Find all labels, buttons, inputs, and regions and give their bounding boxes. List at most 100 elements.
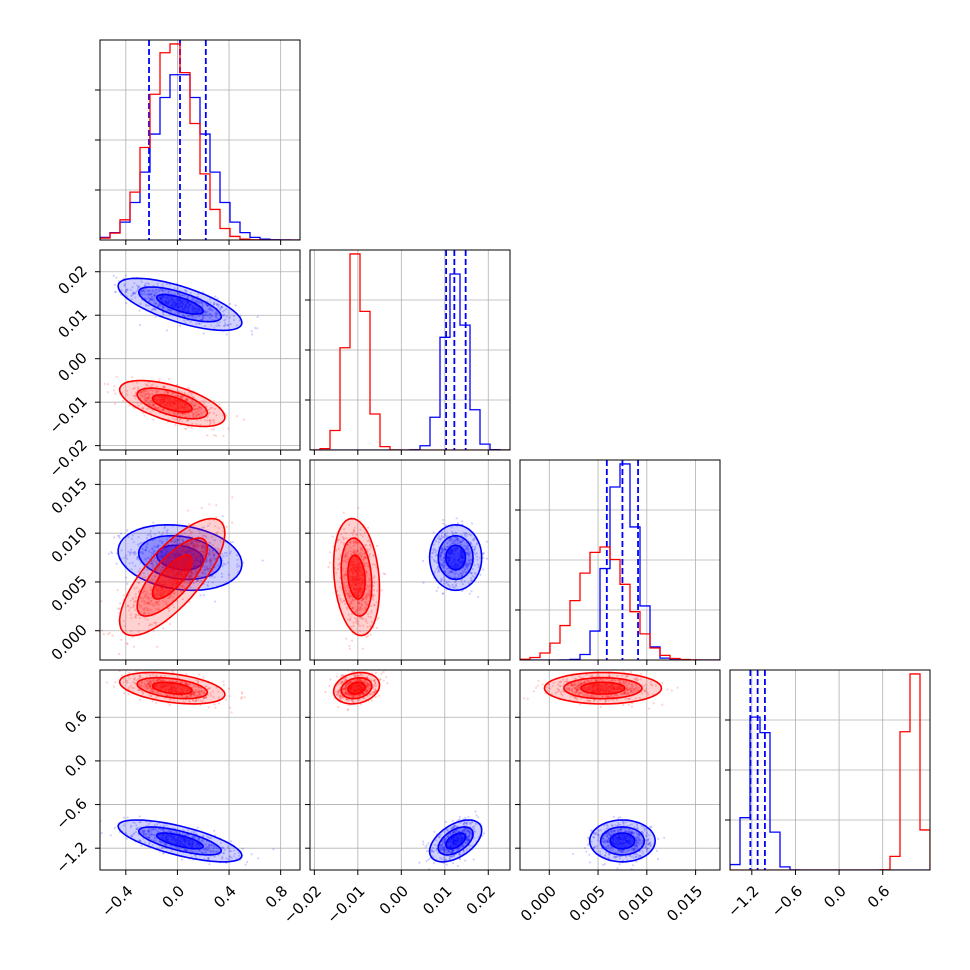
tick-label-x: 0.02	[463, 882, 499, 918]
scatter-point	[131, 286, 134, 289]
scatter-point	[449, 570, 452, 574]
scatter-point	[186, 397, 189, 400]
scatter-point	[460, 580, 463, 583]
scatter-point	[443, 553, 446, 556]
scatter-point	[610, 830, 613, 833]
scatter-point	[646, 847, 649, 851]
scatter-point	[451, 831, 455, 834]
scatter-point	[219, 307, 222, 310]
scatter-point	[128, 553, 132, 556]
scatter-point	[467, 836, 471, 839]
scatter-point	[608, 832, 611, 835]
scatter-point	[462, 844, 465, 847]
scatter-point	[173, 413, 176, 416]
scatter-point	[189, 574, 192, 577]
scatter-point	[172, 411, 175, 414]
scatter-point	[465, 535, 468, 538]
scatter-point	[437, 570, 440, 573]
scatter-point	[128, 404, 131, 407]
histogram-series-0	[310, 273, 510, 450]
scatter-point	[449, 538, 453, 541]
scatter-point	[146, 402, 150, 405]
scatter-point	[444, 524, 447, 527]
scatter-point	[203, 400, 206, 403]
scatter-point	[454, 576, 457, 579]
scatter-point	[437, 566, 440, 569]
scatter-point	[195, 322, 198, 325]
scatter-point	[464, 841, 467, 844]
scatter-point	[115, 562, 118, 565]
scatter-point	[126, 393, 129, 396]
scatter-point	[230, 857, 233, 860]
scatter-point	[633, 825, 636, 829]
scatter-point	[444, 571, 447, 574]
scatter-point	[207, 581, 210, 584]
scatter-point	[583, 846, 586, 850]
scatter-point	[186, 542, 189, 545]
scatter-point	[150, 384, 153, 387]
scatter-point	[449, 833, 452, 836]
scatter-point	[188, 387, 191, 390]
scatter-point	[442, 858, 445, 861]
scatter-point	[192, 850, 195, 854]
scatter-point	[191, 836, 195, 839]
scatter-point	[146, 384, 149, 387]
scatter-point	[171, 392, 174, 395]
scatter-point	[227, 845, 230, 848]
scatter-point	[203, 309, 206, 312]
scatter-point	[430, 849, 433, 852]
scatter-point	[151, 844, 154, 847]
scatter-point	[185, 427, 188, 430]
scatter-point	[192, 543, 195, 546]
scatter-point	[159, 825, 162, 828]
scatter-point	[133, 587, 136, 590]
scatter-point	[197, 408, 200, 411]
scatter-point	[637, 838, 640, 842]
scatter-point	[465, 565, 468, 568]
scatter-point	[211, 550, 215, 553]
scatter-point	[147, 608, 150, 612]
scatter-point	[114, 290, 117, 294]
scatter-point	[475, 552, 478, 555]
scatter-point	[482, 832, 486, 835]
scatter-point	[465, 848, 468, 852]
scatter-point	[163, 289, 166, 292]
scatter-point	[154, 292, 157, 295]
scatter-point	[185, 848, 188, 852]
contour-level-2	[155, 832, 205, 850]
scatter-point	[209, 836, 212, 840]
scatter-point	[128, 562, 131, 565]
scatter-point	[144, 400, 147, 403]
scatter-point	[162, 306, 165, 309]
scatter-point	[209, 849, 212, 852]
scatter-point	[144, 549, 147, 552]
scatter-point	[145, 545, 148, 548]
scatter-point	[117, 534, 120, 537]
scatter-point	[607, 837, 610, 840]
scatter-point	[232, 319, 236, 322]
scatter-point	[197, 322, 200, 325]
scatter-point	[153, 294, 156, 297]
scatter-point	[635, 837, 638, 841]
scatter-point	[636, 842, 639, 845]
scatter-point	[126, 605, 129, 608]
scatter-point	[453, 830, 456, 833]
scatter-point	[208, 554, 211, 557]
scatter-point	[593, 832, 596, 835]
scatter-point	[431, 846, 434, 849]
scatter-point	[439, 551, 443, 554]
scatter-point	[205, 303, 209, 307]
scatter-point	[154, 288, 157, 291]
scatter-point	[614, 856, 617, 859]
scatter-point	[160, 840, 163, 843]
scatter-point	[145, 408, 149, 411]
panel-2-2	[515, 460, 720, 665]
scatter-point	[448, 850, 451, 853]
scatter-point	[131, 561, 134, 565]
scatter-point	[137, 286, 140, 289]
scatter-point	[144, 304, 148, 307]
scatter-point	[143, 834, 146, 837]
scatter-point	[176, 411, 180, 415]
scatter-point	[133, 395, 136, 398]
scatter-point	[626, 824, 629, 828]
